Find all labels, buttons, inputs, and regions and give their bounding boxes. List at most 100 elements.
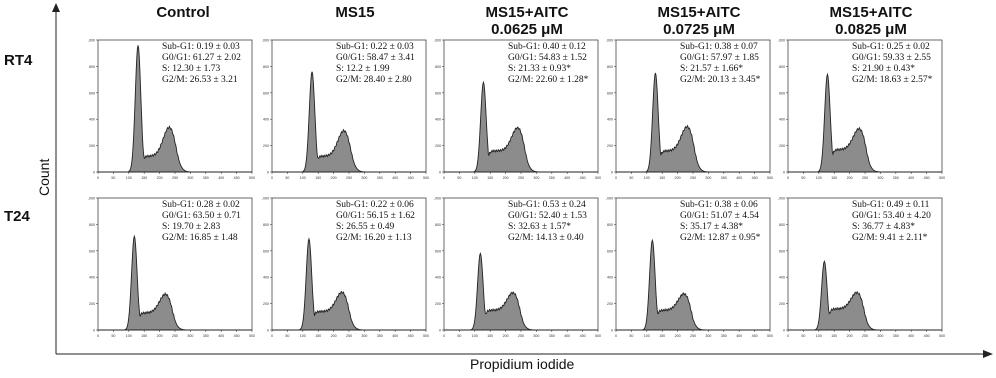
stat-line: S: 12.30 ± 1.73 — [162, 64, 221, 74]
x-tick-label: 150 — [831, 176, 837, 180]
y-tick-label: 600 — [89, 249, 95, 253]
x-tick-label: 250 — [690, 334, 696, 338]
x-tick-label: 0 — [443, 334, 445, 338]
stat-line: S: 21.57 ± 1.66* — [680, 64, 744, 74]
histogram-panel: 0 200 400 600 800 1,000 0 50 100 150 200 250 300 350 4… — [778, 196, 946, 344]
y-tick-label: 400 — [263, 276, 269, 280]
histogram-panel: 0 200 400 600 800 1,000 0 50 100 150 200 250 300 350 4… — [606, 196, 774, 344]
x-tick-label: 100 — [300, 176, 306, 180]
x-tick-label: 300 — [877, 334, 883, 338]
stat-line: G0/G1: 56.15 ± 1.62 — [336, 211, 415, 221]
stat-line: Sub-G1: 0.22 ± 0.06 — [336, 200, 414, 210]
stat-line: G0/G1: 53.40 ± 4.20 — [852, 211, 931, 221]
y-tick-label: 0 — [611, 329, 613, 333]
x-tick-label: 50 — [457, 176, 461, 180]
histogram-area — [444, 251, 598, 331]
histogram-panel: 0 200 400 600 800 1,000 0 50 100 150 200 250 300 350 4… — [434, 38, 602, 186]
y-tick-label: 1,000 — [778, 39, 785, 43]
y-tick-label: 0 — [93, 171, 95, 175]
y-tick-label: 400 — [89, 276, 95, 280]
x-tick-label: 100 — [126, 334, 132, 338]
stat-line: G2/M: 14.13 ± 0.40 — [508, 233, 584, 243]
stat-line: Sub-G1: 0.19 ± 0.03 — [162, 42, 240, 52]
x-tick-label: 500 — [595, 334, 601, 338]
histogram-area — [272, 237, 426, 331]
x-tick-label: 350 — [721, 334, 727, 338]
x-tick-label: 200 — [503, 176, 509, 180]
stat-line: Sub-G1: 0.22 ± 0.03 — [336, 42, 414, 52]
cell-cycle-stats: Sub-G1: 0.38 ± 0.06 G0/G1: 51.07 ± 4.54 S:… — [680, 200, 760, 244]
x-tick-label: 250 — [346, 334, 352, 338]
x-tick-label: 400 — [564, 176, 570, 180]
column-title-aitc-0625: MS15+AITC 0.0625 μM — [485, 4, 569, 38]
histogram-svg: 0 200 400 600 800 1,000 0 50 100 150 200 250 300 350 4… — [88, 197, 255, 339]
x-tick-label: 400 — [908, 176, 914, 180]
x-tick-label: 0 — [97, 176, 99, 180]
row-label-t24: T24 — [4, 208, 30, 225]
y-tick-label: 200 — [89, 302, 95, 306]
y-tick-label: 600 — [89, 91, 95, 95]
x-tick-label: 300 — [187, 334, 193, 338]
histogram-svg: 0 200 400 600 800 1,000 0 50 100 150 200 250 300 350 4… — [262, 39, 429, 181]
stat-line: S: 36.77 ± 4.83* — [852, 222, 916, 232]
stat-line: S: 35.17 ± 4.38* — [680, 222, 744, 232]
y-tick-label: 600 — [263, 249, 269, 253]
x-tick-label: 400 — [908, 334, 914, 338]
stat-line: Sub-G1: 0.38 ± 0.06 — [680, 200, 758, 210]
cell-cycle-stats: Sub-G1: 0.25 ± 0.02 G0/G1: 59.33 ± 2.55 S:… — [852, 42, 932, 86]
x-tick-label: 100 — [126, 176, 132, 180]
x-tick-label: 300 — [705, 334, 711, 338]
x-tick-label: 200 — [331, 176, 337, 180]
stat-line: G0/G1: 61.27 ± 2.02 — [162, 53, 241, 63]
x-tick-label: 350 — [203, 176, 209, 180]
histogram-area — [444, 80, 598, 173]
histogram-area — [788, 72, 942, 173]
y-tick-label: 200 — [435, 302, 441, 306]
x-tick-label: 400 — [218, 176, 224, 180]
y-tick-label: 0 — [267, 171, 269, 175]
y-tick-label: 600 — [779, 91, 785, 95]
x-tick-label: 0 — [443, 176, 445, 180]
y-tick-label: 200 — [779, 302, 785, 306]
stat-line: Sub-G1: 0.49 ± 0.11 — [852, 200, 930, 210]
x-tick-label: 200 — [675, 334, 681, 338]
stat-line: G0/G1: 54.83 ± 1.52 — [508, 53, 587, 63]
histogram-area — [616, 238, 770, 331]
y-tick-label: 800 — [263, 65, 269, 69]
y-tick-label: 1,000 — [88, 197, 95, 201]
stat-line: S: 26.55 ± 0.49 — [336, 222, 395, 232]
x-tick-label: 150 — [141, 334, 147, 338]
histogram-panel: 0 200 400 600 800 1,000 0 50 100 150 200 250 300 350 4… — [262, 196, 430, 344]
column-title-control: Control — [156, 4, 210, 21]
stat-line: S: 19.70 ± 2.83 — [162, 222, 221, 232]
x-tick-label: 150 — [831, 334, 837, 338]
y-tick-label: 600 — [779, 249, 785, 253]
x-tick-label: 50 — [801, 334, 805, 338]
y-tick-label: 600 — [263, 91, 269, 95]
histogram-panel: 0 200 400 600 800 1,000 0 50 100 150 200 250 300 350 4… — [778, 38, 946, 186]
y-tick-label: 1,000 — [778, 197, 785, 201]
y-tick-label: 200 — [263, 302, 269, 306]
x-tick-label: 50 — [111, 334, 115, 338]
y-tick-label: 800 — [779, 223, 785, 227]
y-tick-label: 600 — [435, 249, 441, 253]
x-tick-label: 0 — [615, 176, 617, 180]
y-tick-label: 200 — [779, 144, 785, 148]
x-tick-label: 0 — [615, 334, 617, 338]
stat-line: Sub-G1: 0.25 ± 0.02 — [852, 42, 930, 52]
x-tick-label: 400 — [392, 176, 398, 180]
y-tick-label: 0 — [783, 171, 785, 175]
x-tick-label: 500 — [249, 176, 255, 180]
x-tick-label: 350 — [377, 334, 383, 338]
stat-line: G2/M: 12.87 ± 0.95* — [680, 233, 761, 243]
histogram-svg: 0 200 400 600 800 1,000 0 50 100 150 200 250 300 350 4… — [88, 39, 255, 181]
histogram-area — [616, 72, 770, 173]
y-tick-label: 800 — [89, 65, 95, 69]
y-tick-label: 400 — [607, 118, 613, 122]
stat-line: G2/M: 16.85 ± 1.48 — [162, 233, 238, 243]
y-tick-label: 600 — [607, 249, 613, 253]
x-tick-label: 450 — [234, 334, 240, 338]
stat-line: Sub-G1: 0.38 ± 0.07 — [680, 42, 758, 52]
x-tick-label: 350 — [893, 334, 899, 338]
